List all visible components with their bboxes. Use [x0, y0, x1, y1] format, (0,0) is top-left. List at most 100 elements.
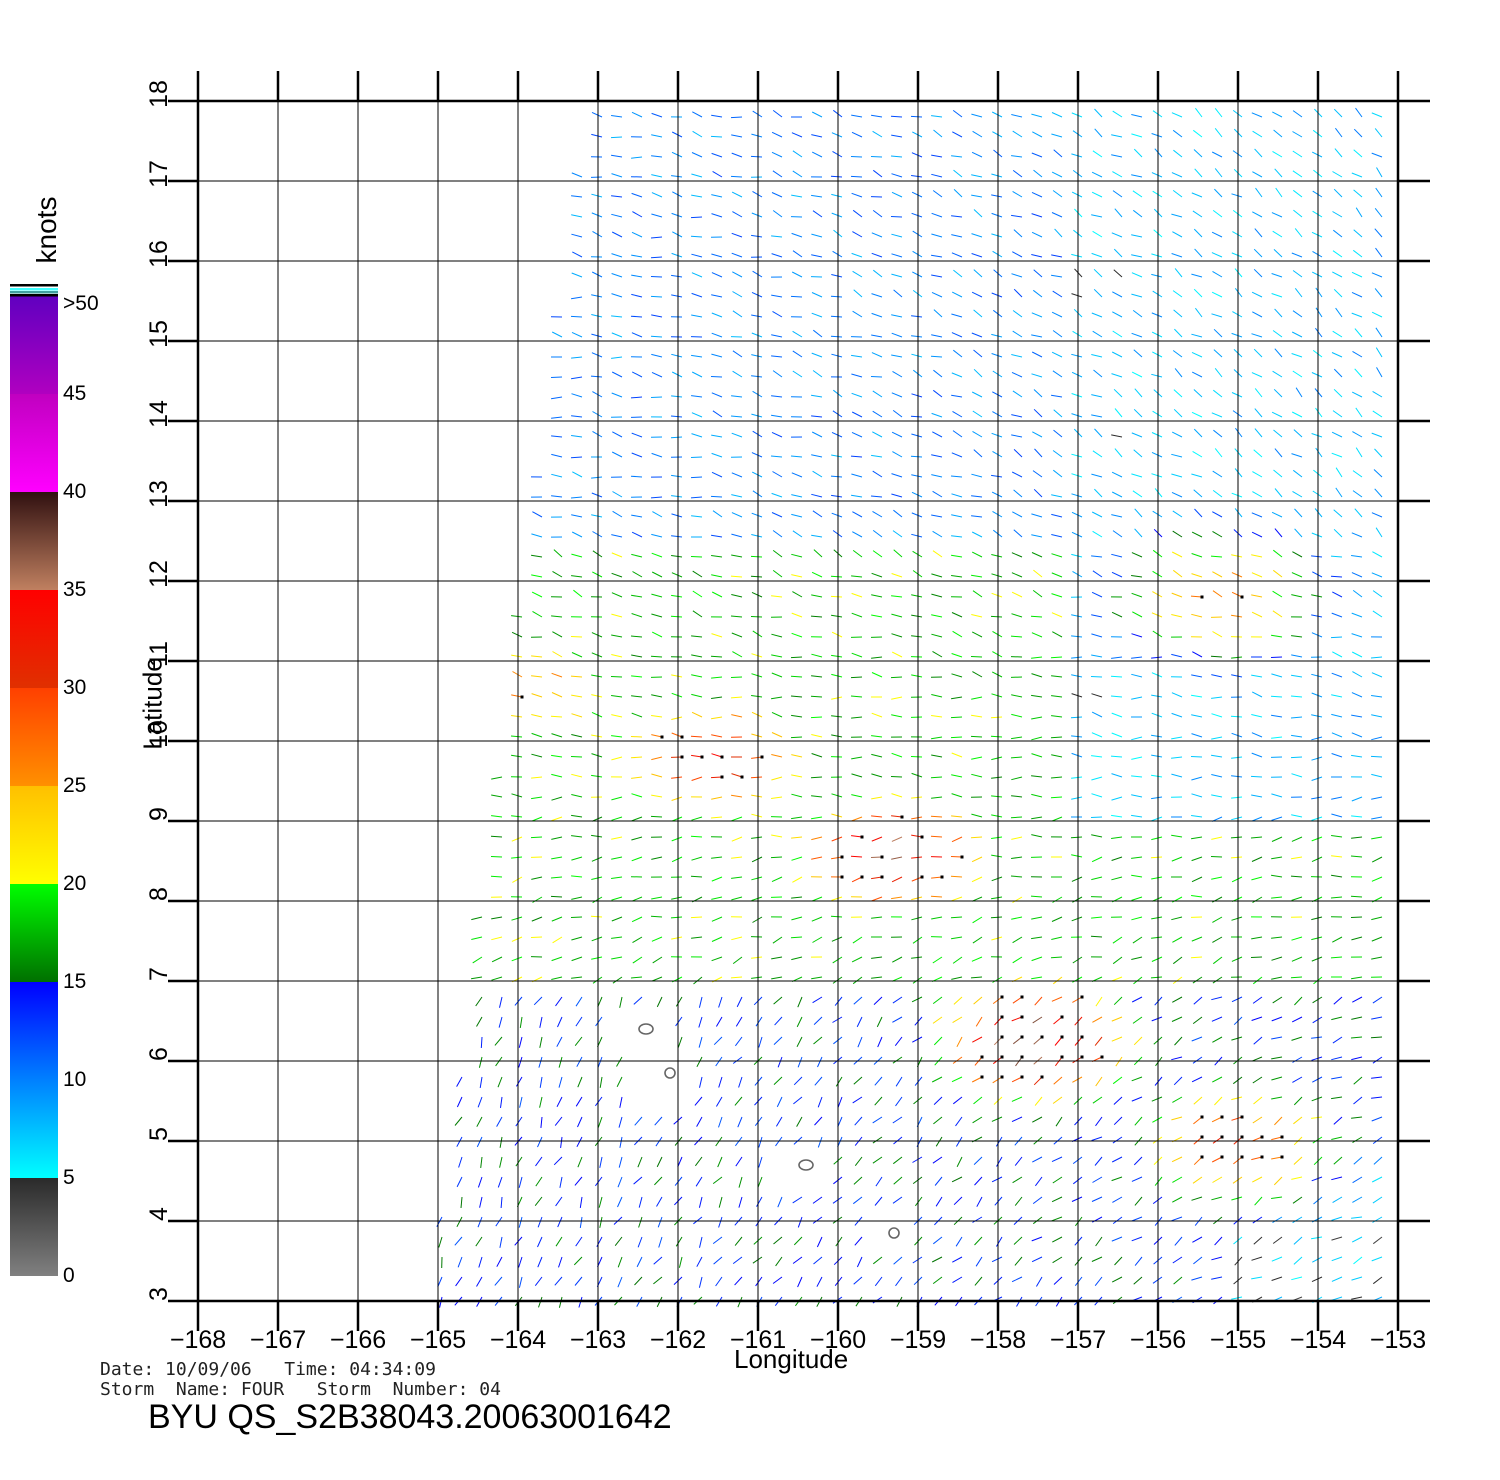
- wind-vector: [591, 212, 603, 218]
- wind-vector: [1090, 935, 1103, 938]
- wind-vector: [671, 474, 683, 478]
- wind-vector: [1114, 448, 1123, 458]
- wind-vector: [930, 355, 943, 358]
- map-grid: [168, 71, 1430, 1331]
- wind-vector: [792, 330, 803, 338]
- wind-vector: [614, 1236, 623, 1247]
- wind-vector: [1131, 814, 1143, 818]
- wind-vector: [817, 1056, 823, 1068]
- wind-vector: [1052, 190, 1063, 198]
- wind-vector: [811, 233, 823, 238]
- wind-vector: [1012, 310, 1023, 318]
- wind-vector: [1112, 956, 1123, 965]
- wind-vector: [992, 391, 1003, 398]
- wind-vector: [1351, 692, 1363, 698]
- wind-vector: [791, 632, 803, 638]
- wind-vector: [711, 574, 723, 578]
- wind-vector: [1071, 413, 1083, 418]
- wind-vector: [711, 676, 723, 679]
- wind-vector: [1350, 916, 1363, 918]
- wind-vector: [1011, 552, 1023, 558]
- wind-vector: [690, 476, 703, 479]
- wind-vector: [711, 734, 723, 738]
- wind-vector: [771, 776, 783, 781]
- wind-vector: [850, 455, 863, 458]
- wind-vector: [991, 233, 1003, 238]
- wind-vector: [1234, 508, 1243, 518]
- wind-vector: [1274, 528, 1283, 538]
- wind-vector: [790, 675, 803, 678]
- wind-vector: [1231, 876, 1243, 883]
- wind-vector: [1331, 713, 1343, 718]
- wind-vector: [671, 131, 683, 138]
- wind-vector: [1112, 291, 1123, 298]
- wind-vector: [1091, 755, 1103, 758]
- wind-vector: [1331, 452, 1343, 458]
- wind-vector: [1111, 351, 1123, 358]
- wind-vector: [791, 194, 803, 198]
- wind-vector: [792, 350, 803, 358]
- wind-vector: [1131, 133, 1143, 138]
- colorbar-tick-label: >50: [63, 292, 99, 315]
- wind-vector: [691, 253, 703, 258]
- wind-vector: [755, 1276, 763, 1287]
- wind-vector: [871, 334, 883, 338]
- wind-vector: [811, 753, 823, 758]
- wind-vector: [1131, 272, 1143, 278]
- wind-vector: [472, 956, 483, 964]
- wind-vector: [791, 754, 803, 758]
- wind-vector: [1271, 1016, 1283, 1022]
- wind-vector: [1091, 252, 1103, 258]
- wind-vector: [1092, 150, 1103, 158]
- wind-vector: [1152, 591, 1163, 598]
- wind-vector: [754, 1116, 763, 1127]
- wind-vector: [956, 1156, 963, 1168]
- wind-vector: [631, 293, 643, 298]
- wind-vector: [1333, 388, 1343, 398]
- y-tick-label: 3: [145, 1287, 173, 1301]
- wind-vector: [951, 836, 963, 843]
- wind-vector: [611, 836, 623, 840]
- wind-vector: [1051, 754, 1063, 758]
- wind-vector: [475, 996, 483, 1007]
- wind-vector: [533, 996, 543, 1006]
- wind-vector: [872, 530, 883, 538]
- wind-vector: [712, 170, 723, 178]
- wind-vector: [572, 251, 583, 258]
- wind-vector: [1052, 330, 1063, 338]
- wind-vector: [618, 1156, 623, 1168]
- wind-vector: [1031, 775, 1043, 778]
- wind-vector: [1270, 695, 1283, 698]
- wind-vector: [1011, 795, 1023, 798]
- wind-vector: [610, 136, 623, 139]
- wind-vector: [751, 291, 763, 298]
- wind-vector: [691, 754, 703, 758]
- wind-vector: [1254, 428, 1263, 438]
- wind-vector: [1031, 632, 1043, 638]
- wind-vector: [851, 131, 863, 138]
- wind-vector: [797, 1056, 803, 1068]
- wind-vector: [1095, 1076, 1103, 1087]
- wind-vector: [1291, 836, 1303, 842]
- wind-vector: [1051, 171, 1063, 178]
- wind-vector: [690, 916, 703, 919]
- wind-vector: [710, 135, 723, 138]
- wind-vector: [972, 130, 983, 138]
- wind-vector: [491, 936, 503, 941]
- wind-vector: [874, 1276, 883, 1287]
- wind-vector: [651, 452, 663, 458]
- wind-vector: [671, 692, 683, 698]
- wind-vector: [771, 876, 783, 883]
- wind-vector: [892, 370, 903, 378]
- wind-vector: [591, 734, 603, 738]
- wind-vector: [1091, 473, 1103, 478]
- wind-vector: [951, 514, 963, 518]
- wind-vector: [874, 1096, 883, 1106]
- wind-vector: [1333, 368, 1343, 378]
- rain-flag: [1000, 1075, 1004, 1079]
- wind-vector: [933, 369, 943, 378]
- wind-vector: [571, 875, 583, 878]
- wind-vector: [735, 1156, 743, 1167]
- wind-vector: [1172, 936, 1183, 943]
- wind-vector: [1231, 392, 1243, 398]
